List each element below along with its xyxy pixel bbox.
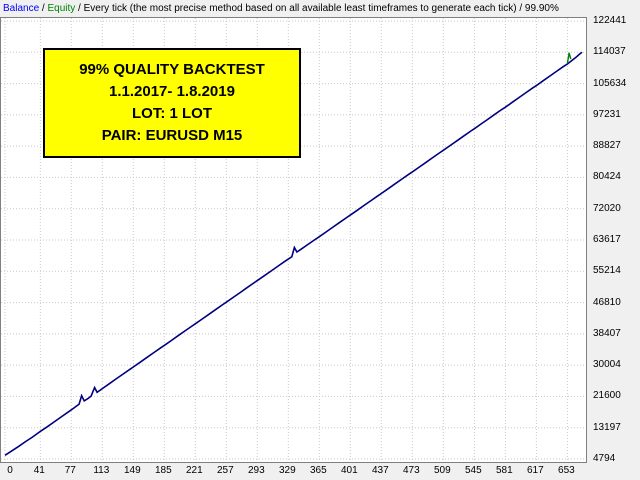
y-axis-label: 122441 bbox=[593, 15, 627, 26]
y-axis-label: 88827 bbox=[593, 140, 621, 152]
legend-bar: Balance / Equity / Every tick (the most … bbox=[0, 0, 640, 17]
x-axis-label: 545 bbox=[465, 465, 482, 476]
balance-label: Balance bbox=[3, 3, 40, 14]
x-axis-label: 113 bbox=[93, 465, 110, 476]
x-axis-label: 509 bbox=[434, 465, 451, 476]
x-axis-label: 149 bbox=[123, 465, 141, 476]
x-axis-label: 329 bbox=[278, 465, 296, 476]
x-axis-label: 293 bbox=[247, 465, 265, 476]
x-axis-label: 617 bbox=[527, 465, 544, 476]
x-axis-label: 653 bbox=[558, 465, 575, 476]
annotation-line-lot: LOT: 1 LOT bbox=[132, 105, 212, 122]
x-axis-label: 401 bbox=[340, 465, 358, 476]
y-axis-label: 4794 bbox=[593, 453, 616, 464]
y-axis-label: 13197 bbox=[593, 421, 621, 433]
annotation-line-pair: PAIR: EURUSD M15 bbox=[101, 127, 243, 144]
y-axis-label: 21600 bbox=[593, 390, 621, 402]
y-axis-label: 46810 bbox=[593, 296, 621, 308]
y-axis-label: 114037 bbox=[593, 46, 626, 58]
x-axis-label: 473 bbox=[403, 465, 420, 476]
legend-method-text: / Every tick (the most precise method ba… bbox=[75, 3, 559, 14]
x-axis: 0 41 77 113 149 185 221 257 293 329 365 401 437 473 50… bbox=[0, 463, 587, 480]
x-axis-label: 581 bbox=[496, 465, 513, 476]
equity-label: Equity bbox=[47, 3, 76, 14]
y-axis-label: 30004 bbox=[593, 359, 621, 371]
x-axis-label: 0 bbox=[7, 465, 13, 476]
balance-curve[interactable] bbox=[1, 18, 586, 462]
y-axis-label: 97231 bbox=[593, 108, 621, 120]
y-axis: 4794 13197 21600 30004 38407 46810 55214 63617 7… bbox=[589, 15, 640, 464]
y-axis-label: 55214 bbox=[593, 265, 621, 277]
annotation-line-dates: 1.1.2017- 1.8.2019 bbox=[109, 83, 235, 100]
x-axis-label: 77 bbox=[64, 465, 76, 476]
annotation-box: 99% QUALITY BACKTEST 1.1.2017- 1.8.2019 … bbox=[43, 48, 301, 158]
x-axis-label: 41 bbox=[33, 465, 45, 476]
y-axis-label: 105634 bbox=[593, 77, 627, 89]
y-axis-label: 72020 bbox=[593, 202, 621, 214]
x-axis-label: 257 bbox=[216, 465, 234, 476]
x-axis-label: 185 bbox=[154, 465, 172, 476]
x-axis-label: 221 bbox=[185, 465, 203, 476]
annotation-line-quality: 99% QUALITY BACKTEST bbox=[79, 61, 265, 78]
y-axis-label: 80424 bbox=[593, 171, 621, 183]
legend-separator: / bbox=[39, 3, 48, 14]
y-axis-label: 38407 bbox=[593, 327, 621, 339]
y-axis-label: 63617 bbox=[593, 234, 621, 245]
x-axis-label: 437 bbox=[371, 465, 389, 476]
x-axis-label: 365 bbox=[309, 465, 327, 476]
